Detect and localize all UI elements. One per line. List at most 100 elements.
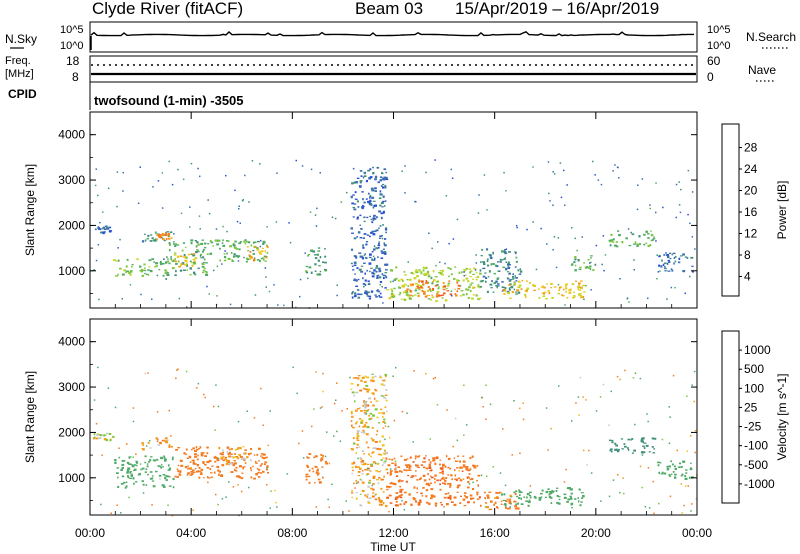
heatmap-cell (357, 444, 359, 446)
heatmap-cell (189, 206, 191, 208)
heatmap-cell (486, 248, 488, 250)
heatmap-cell (196, 241, 198, 243)
heatmap-cell (374, 389, 376, 391)
heatmap-cell (251, 476, 253, 478)
heatmap-cell (296, 393, 298, 395)
heatmap-cell (559, 287, 561, 289)
heatmap-cell (435, 276, 438, 277)
heatmap-cell (160, 467, 162, 469)
heatmap-cell (563, 170, 565, 172)
scatter-region (656, 253, 694, 273)
heatmap-cell (675, 256, 677, 258)
heatmap-cell (647, 233, 649, 235)
heatmap-cell (114, 459, 116, 461)
heatmap-cell (355, 191, 357, 193)
heatmap-cell (670, 496, 672, 498)
heatmap-cell (671, 287, 673, 289)
heatmap-cell (518, 292, 521, 294)
heatmap-cell (319, 481, 322, 483)
heatmap-cell (601, 264, 603, 266)
heatmap-cell (431, 277, 433, 279)
heatmap-cell (554, 173, 556, 175)
heatmap-cell (516, 289, 519, 291)
heatmap-cell (365, 257, 367, 259)
heatmap-cell (430, 497, 433, 499)
heatmap-cell (173, 486, 175, 488)
scatter-region (141, 437, 173, 450)
heatmap-cell (231, 448, 233, 450)
heatmap-cell (670, 258, 672, 259)
heatmap-cell (647, 298, 649, 300)
heatmap-cell (442, 464, 445, 466)
heatmap-cell (244, 175, 246, 177)
heatmap-cell (657, 462, 660, 464)
heatmap-cell (288, 222, 290, 224)
heatmap-cell (415, 500, 417, 502)
heatmap-cell (460, 295, 462, 297)
heatmap-cell (190, 267, 193, 269)
heatmap-cell (433, 279, 436, 281)
heatmap-cell (667, 263, 669, 265)
heatmap-cell (678, 181, 680, 183)
heatmap-cell (355, 466, 358, 468)
heatmap-cell (202, 251, 204, 253)
heatmap-cell (434, 159, 436, 161)
heatmap-cell (364, 494, 366, 496)
heatmap-cell (387, 486, 390, 487)
heatmap-cell (222, 245, 225, 247)
heatmap-cell (234, 453, 236, 455)
heatmap-cell (662, 472, 664, 474)
heatmap-cell (213, 270, 215, 272)
heatmap-cell (131, 464, 133, 466)
heatmap-cell (132, 457, 134, 459)
heatmap-cell (421, 464, 424, 465)
heatmap-cell (426, 280, 428, 282)
heatmap-cell (100, 504, 102, 506)
heatmap-cell (192, 447, 195, 449)
heatmap-cell (443, 292, 445, 294)
heatmap-cell (127, 467, 130, 469)
heatmap-cell (401, 489, 404, 491)
heatmap-cell (490, 255, 492, 257)
heatmap-cell (664, 473, 667, 475)
heatmap-cell (126, 485, 128, 487)
heatmap-cell (311, 250, 313, 252)
heatmap-cell (503, 493, 505, 495)
heatmap-cell (207, 482, 209, 484)
heatmap-cell (637, 185, 639, 187)
heatmap-cell (167, 274, 170, 276)
heatmap-cell (565, 291, 567, 293)
heatmap-cell (352, 194, 355, 195)
heatmap-cell (384, 374, 387, 376)
heatmap-cell (190, 474, 193, 476)
heatmap-cell (394, 420, 396, 422)
heatmap-cell (373, 215, 376, 217)
heatmap-cell (527, 288, 530, 290)
heatmap-cell (258, 448, 261, 450)
heatmap-cell (674, 476, 676, 478)
heatmap-cell (321, 457, 323, 459)
heatmap-cell (448, 243, 450, 245)
heatmap-cell (142, 240, 144, 242)
heatmap-cell (112, 436, 114, 438)
heatmap-cell (377, 289, 379, 291)
heatmap-cell (150, 471, 153, 473)
heatmap-cell (318, 265, 321, 266)
heatmap-cell (548, 161, 550, 163)
heatmap-cell (679, 258, 681, 260)
heatmap-cell (192, 510, 194, 512)
heatmap-cell (659, 270, 661, 272)
heatmap-cell (396, 501, 398, 503)
heatmap-cell (360, 175, 362, 177)
heatmap-cell (380, 225, 382, 227)
heatmap-cell (276, 221, 278, 223)
heatmap-cell (512, 291, 514, 293)
heatmap-cell (510, 495, 512, 497)
heatmap-cell (491, 263, 493, 265)
heatmap-cell (155, 232, 157, 233)
heatmap-cell (324, 256, 326, 258)
heatmap-cell (526, 280, 528, 282)
nsearch-tick-top: 10^5 (707, 24, 731, 36)
heatmap-cell (182, 250, 184, 252)
heatmap-cell (469, 483, 471, 485)
